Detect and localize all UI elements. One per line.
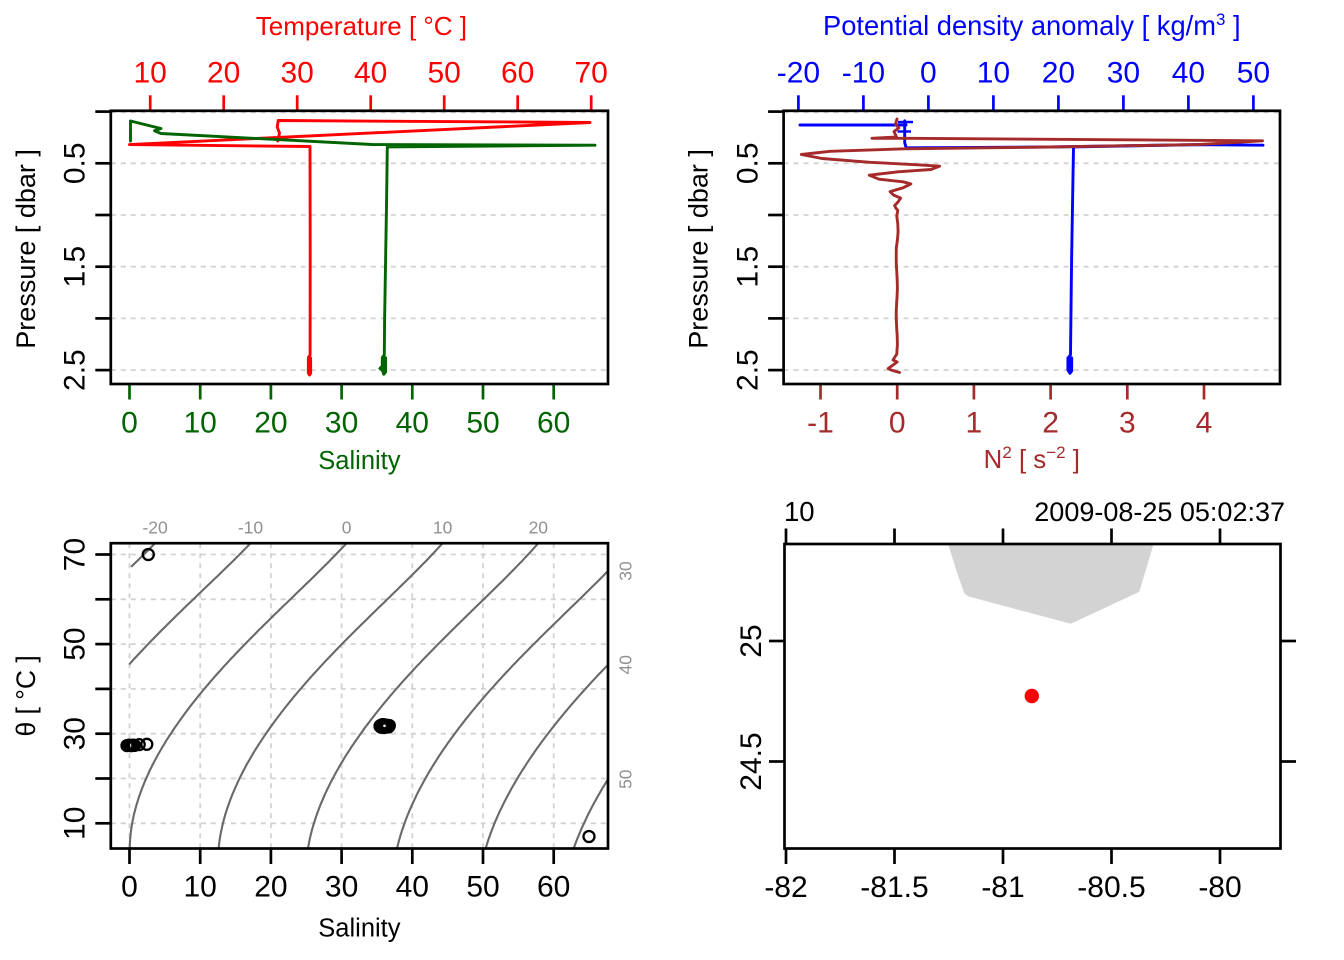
- svg-text:-82: -82: [764, 871, 807, 904]
- svg-text:2.5: 2.5: [59, 349, 92, 391]
- svg-text:-20: -20: [777, 57, 820, 90]
- svg-text:4: 4: [1196, 407, 1213, 440]
- svg-text:10: 10: [184, 407, 217, 440]
- svg-text:1.5: 1.5: [59, 246, 92, 288]
- svg-text:50: 50: [466, 871, 499, 904]
- svg-text:-10: -10: [238, 518, 264, 538]
- svg-text:20: 20: [529, 518, 549, 538]
- svg-text:0: 0: [920, 57, 937, 90]
- svg-text:0: 0: [889, 407, 906, 440]
- svg-text:2: 2: [1042, 407, 1059, 440]
- svg-text:3: 3: [1119, 407, 1136, 440]
- svg-text:Pressure [ dbar ]: Pressure [ dbar ]: [11, 149, 41, 349]
- svg-text:20: 20: [254, 407, 287, 440]
- svg-text:30: 30: [325, 871, 358, 904]
- svg-text:1.5: 1.5: [731, 246, 764, 288]
- svg-text:30: 30: [281, 57, 314, 90]
- svg-text:10: 10: [184, 871, 217, 904]
- svg-text:24.5: 24.5: [735, 732, 768, 790]
- svg-text:30: 30: [1107, 57, 1140, 90]
- svg-text:70: 70: [59, 538, 92, 571]
- svg-text:30: 30: [59, 717, 92, 750]
- svg-text:2.5: 2.5: [731, 349, 764, 391]
- svg-text:70: 70: [575, 57, 608, 90]
- svg-text:Salinity: Salinity: [318, 447, 400, 475]
- svg-text:30: 30: [616, 561, 636, 581]
- svg-text:0: 0: [121, 871, 138, 904]
- svg-text:20: 20: [1042, 57, 1075, 90]
- svg-text:-10: -10: [842, 57, 885, 90]
- svg-text:-1: -1: [807, 407, 834, 440]
- svg-text:10: 10: [784, 496, 815, 527]
- svg-text:60: 60: [537, 871, 570, 904]
- svg-text:0: 0: [121, 407, 138, 440]
- svg-text:-81: -81: [981, 871, 1024, 904]
- svg-text:50: 50: [1237, 57, 1270, 90]
- svg-text:40: 40: [396, 871, 429, 904]
- svg-text:30: 30: [325, 407, 358, 440]
- svg-text:40: 40: [354, 57, 387, 90]
- svg-text:0.5: 0.5: [731, 142, 764, 184]
- svg-text:60: 60: [537, 407, 570, 440]
- svg-text:50: 50: [59, 627, 92, 660]
- svg-text:Pressure [ dbar ]: Pressure [ dbar ]: [684, 149, 714, 349]
- svg-text:50: 50: [428, 57, 461, 90]
- svg-text:0.5: 0.5: [59, 142, 92, 184]
- svg-text:10: 10: [134, 57, 167, 90]
- svg-text:Temperature [ °C ]: Temperature [ °C ]: [256, 11, 467, 41]
- svg-text:20: 20: [207, 57, 240, 90]
- svg-text:2009-08-25 05:02:37: 2009-08-25 05:02:37: [1034, 497, 1285, 527]
- svg-text:40: 40: [616, 655, 636, 675]
- svg-text:50: 50: [466, 407, 499, 440]
- svg-text:-81.5: -81.5: [860, 871, 928, 904]
- svg-text:10: 10: [433, 518, 453, 538]
- svg-text:50: 50: [616, 769, 636, 789]
- svg-text:1: 1: [966, 407, 983, 440]
- svg-text:-80: -80: [1198, 871, 1241, 904]
- svg-text:10: 10: [977, 57, 1010, 90]
- svg-text:Potential density anomaly [ kg: Potential density anomaly [ kg/m3 ]: [823, 10, 1241, 41]
- svg-text:-80.5: -80.5: [1077, 871, 1145, 904]
- svg-text:0: 0: [342, 518, 352, 538]
- svg-text:60: 60: [501, 57, 534, 90]
- svg-text:10: 10: [59, 807, 92, 840]
- svg-text:Salinity: Salinity: [318, 915, 400, 943]
- svg-text:25: 25: [735, 624, 768, 657]
- svg-text:40: 40: [396, 407, 429, 440]
- svg-text:40: 40: [1172, 57, 1205, 90]
- svg-text:-20: -20: [142, 518, 168, 538]
- svg-text:20: 20: [254, 871, 287, 904]
- svg-text:N2 [ s−2 ]: N2 [ s−2 ]: [984, 443, 1080, 474]
- svg-text:θ [ °C ]: θ [ °C ]: [11, 655, 41, 736]
